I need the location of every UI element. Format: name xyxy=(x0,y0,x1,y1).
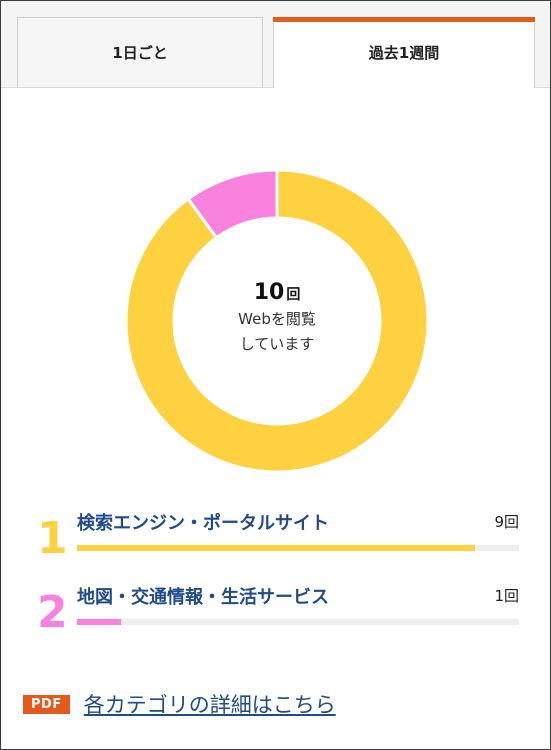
category-count: 1回 xyxy=(494,587,519,605)
category-row[interactable]: 2 地図・交通情報・生活サービス 1回 xyxy=(37,581,519,651)
tab-past-week[interactable]: 過去1週間 xyxy=(273,17,535,88)
donut-chart xyxy=(125,169,429,473)
tab-bar: 1日ごと 過去1週間 xyxy=(1,1,550,88)
category-rank: 1 xyxy=(37,513,68,564)
category-label[interactable]: 地図・交通情報・生活サービス xyxy=(77,587,329,608)
category-details-pdf-link[interactable]: PDF 各カテゴリの詳細はこちら xyxy=(23,689,336,719)
category-row[interactable]: 1 検索エンジン・ポータルサイト 9回 xyxy=(37,507,519,577)
category-rank: 2 xyxy=(37,587,68,638)
category-count: 9回 xyxy=(494,513,519,531)
donut-slice xyxy=(186,169,279,240)
caption-line-2: しています xyxy=(239,335,315,353)
category-bar-track xyxy=(77,545,519,551)
total-count: 10 xyxy=(253,280,285,305)
tab-daily[interactable]: 1日ごと xyxy=(17,17,263,87)
donut-slice xyxy=(125,169,429,473)
category-bar-fill xyxy=(77,619,122,625)
total-unit: 回 xyxy=(286,287,301,303)
category-label[interactable]: 検索エンジン・ポータルサイト xyxy=(77,513,329,534)
pdf-link-text[interactable]: 各カテゴリの詳細はこちら xyxy=(83,693,336,717)
pdf-icon: PDF xyxy=(23,694,70,714)
category-bar-track xyxy=(77,619,519,625)
category-bar-fill xyxy=(77,545,475,551)
donut-center-summary: 10 回 Webを閲覧 しています xyxy=(125,279,429,357)
caption-line-1: Webを閲覧 xyxy=(238,310,316,328)
